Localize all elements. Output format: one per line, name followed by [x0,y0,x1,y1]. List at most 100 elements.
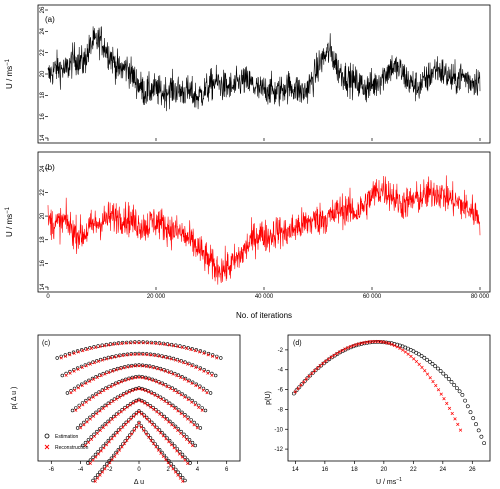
estimation-point [178,450,182,454]
reconstruction-point [370,339,375,344]
estimation-point [162,453,167,458]
reconstruction-stroke [205,391,209,395]
reconstruction-stroke [195,426,199,430]
reconstruction-stroke [101,358,105,362]
reconstruction-point [125,438,129,443]
reconstruction-point [89,437,94,441]
estimation-point [165,436,169,440]
estimation-point [438,369,443,373]
reconstruction-point [124,392,128,396]
reconstruction-point [115,342,119,346]
reconstruction-point [346,346,350,350]
reconstruction-stroke [362,340,366,345]
panel-c-tag: (c) [42,340,50,347]
reconstruction-point [450,411,454,416]
reconstruction-stroke [357,342,361,346]
estimation-point [187,396,191,400]
reconstruction-point [172,389,176,393]
reconstruction-point [175,449,179,453]
reconstruction-stroke [299,383,303,387]
reconstruction-stroke [182,414,186,418]
estimation-point [291,391,296,396]
reconstruction-stroke [144,376,148,380]
reconstruction-point [93,479,97,483]
reconstruction-point [122,366,126,370]
reconstruction-stroke [434,383,438,388]
reconstruction-stroke [329,355,333,359]
reconstruction-stroke [423,369,427,373]
reconstruction-point [69,391,73,395]
reconstruction-point [153,393,157,397]
reconstruction-stroke [114,397,118,401]
reconstruction-point [147,390,151,394]
reconstruction-stroke [126,420,130,424]
reconstruction-stroke [121,425,125,429]
reconstruction-point [169,404,173,408]
reconstruction-point [94,455,98,459]
reconstruction-point [172,446,176,450]
reconstruction-stroke [85,347,89,352]
reconstruction-point [88,379,92,383]
reconstruction-point [160,397,164,401]
reconstruction-point [163,399,167,403]
reconstruction-point [129,417,133,421]
estimation-point [106,419,110,423]
reconstruction-stroke [107,440,111,444]
reconstruction-point [176,428,180,433]
reconstruction-stroke [107,420,111,424]
svg-text:U / ms−1: U / ms−1 [5,206,14,237]
reconstruction-stroke [428,376,432,380]
reconstruction-stroke [114,368,118,372]
reconstruction-point [108,402,112,406]
panel-a-x-ticks [47,138,481,141]
reconstruction-stroke [142,428,146,433]
reconstruction-point [152,366,156,370]
reconstruction-stroke [180,345,184,350]
reconstruction-point [96,476,100,480]
reconstruction-point [390,342,394,347]
estimation-point [389,341,394,346]
reconstruction-point [332,353,336,357]
reconstruction-point [140,376,145,380]
reconstruction-stroke [392,343,397,348]
estimation-point [121,352,126,357]
reconstruction-point [79,426,83,430]
reconstruction-point [192,423,196,427]
reconstruction-stroke [166,461,170,465]
reconstruction-stroke [170,423,174,427]
estimation-point [180,410,184,414]
y-tick-label: -4 [278,368,284,374]
reconstruction-point [118,395,122,399]
reconstruction-point [98,409,102,413]
estimation-point [203,408,208,413]
reconstruction-stroke [172,344,176,348]
reconstruction-point [102,344,106,348]
reconstruction-stroke [190,444,195,448]
reconstruction-stroke [201,388,205,392]
reconstruction-point [113,454,117,459]
reconstruction-stroke [307,374,311,378]
reconstruction-point [92,434,97,438]
reconstruction-point [365,340,369,344]
estimation-point [185,435,189,439]
estimation-point [151,365,156,369]
reconstruction-point [147,377,152,381]
estimation-point [176,427,181,431]
reconstruction-stroke [139,425,143,429]
reconstruction-stroke [181,434,186,438]
reconstruction-stroke [64,373,68,377]
reconstruction-point [206,371,210,375]
reconstruction-stroke [99,449,103,453]
panel-d-frame [287,334,491,462]
reconstruction-stroke [153,354,157,358]
estimation-point [80,443,85,448]
estimation-point [111,453,116,458]
reconstruction-stroke [154,342,158,346]
reconstruction-point [107,371,111,375]
panel-a-ylabel: U / ms−1 [5,58,14,89]
reconstruction-stroke [179,412,183,416]
estimation-point [430,361,435,366]
reconstruction-stroke [148,420,152,424]
reconstruction-stroke [140,412,144,416]
reconstruction-point [403,350,408,354]
